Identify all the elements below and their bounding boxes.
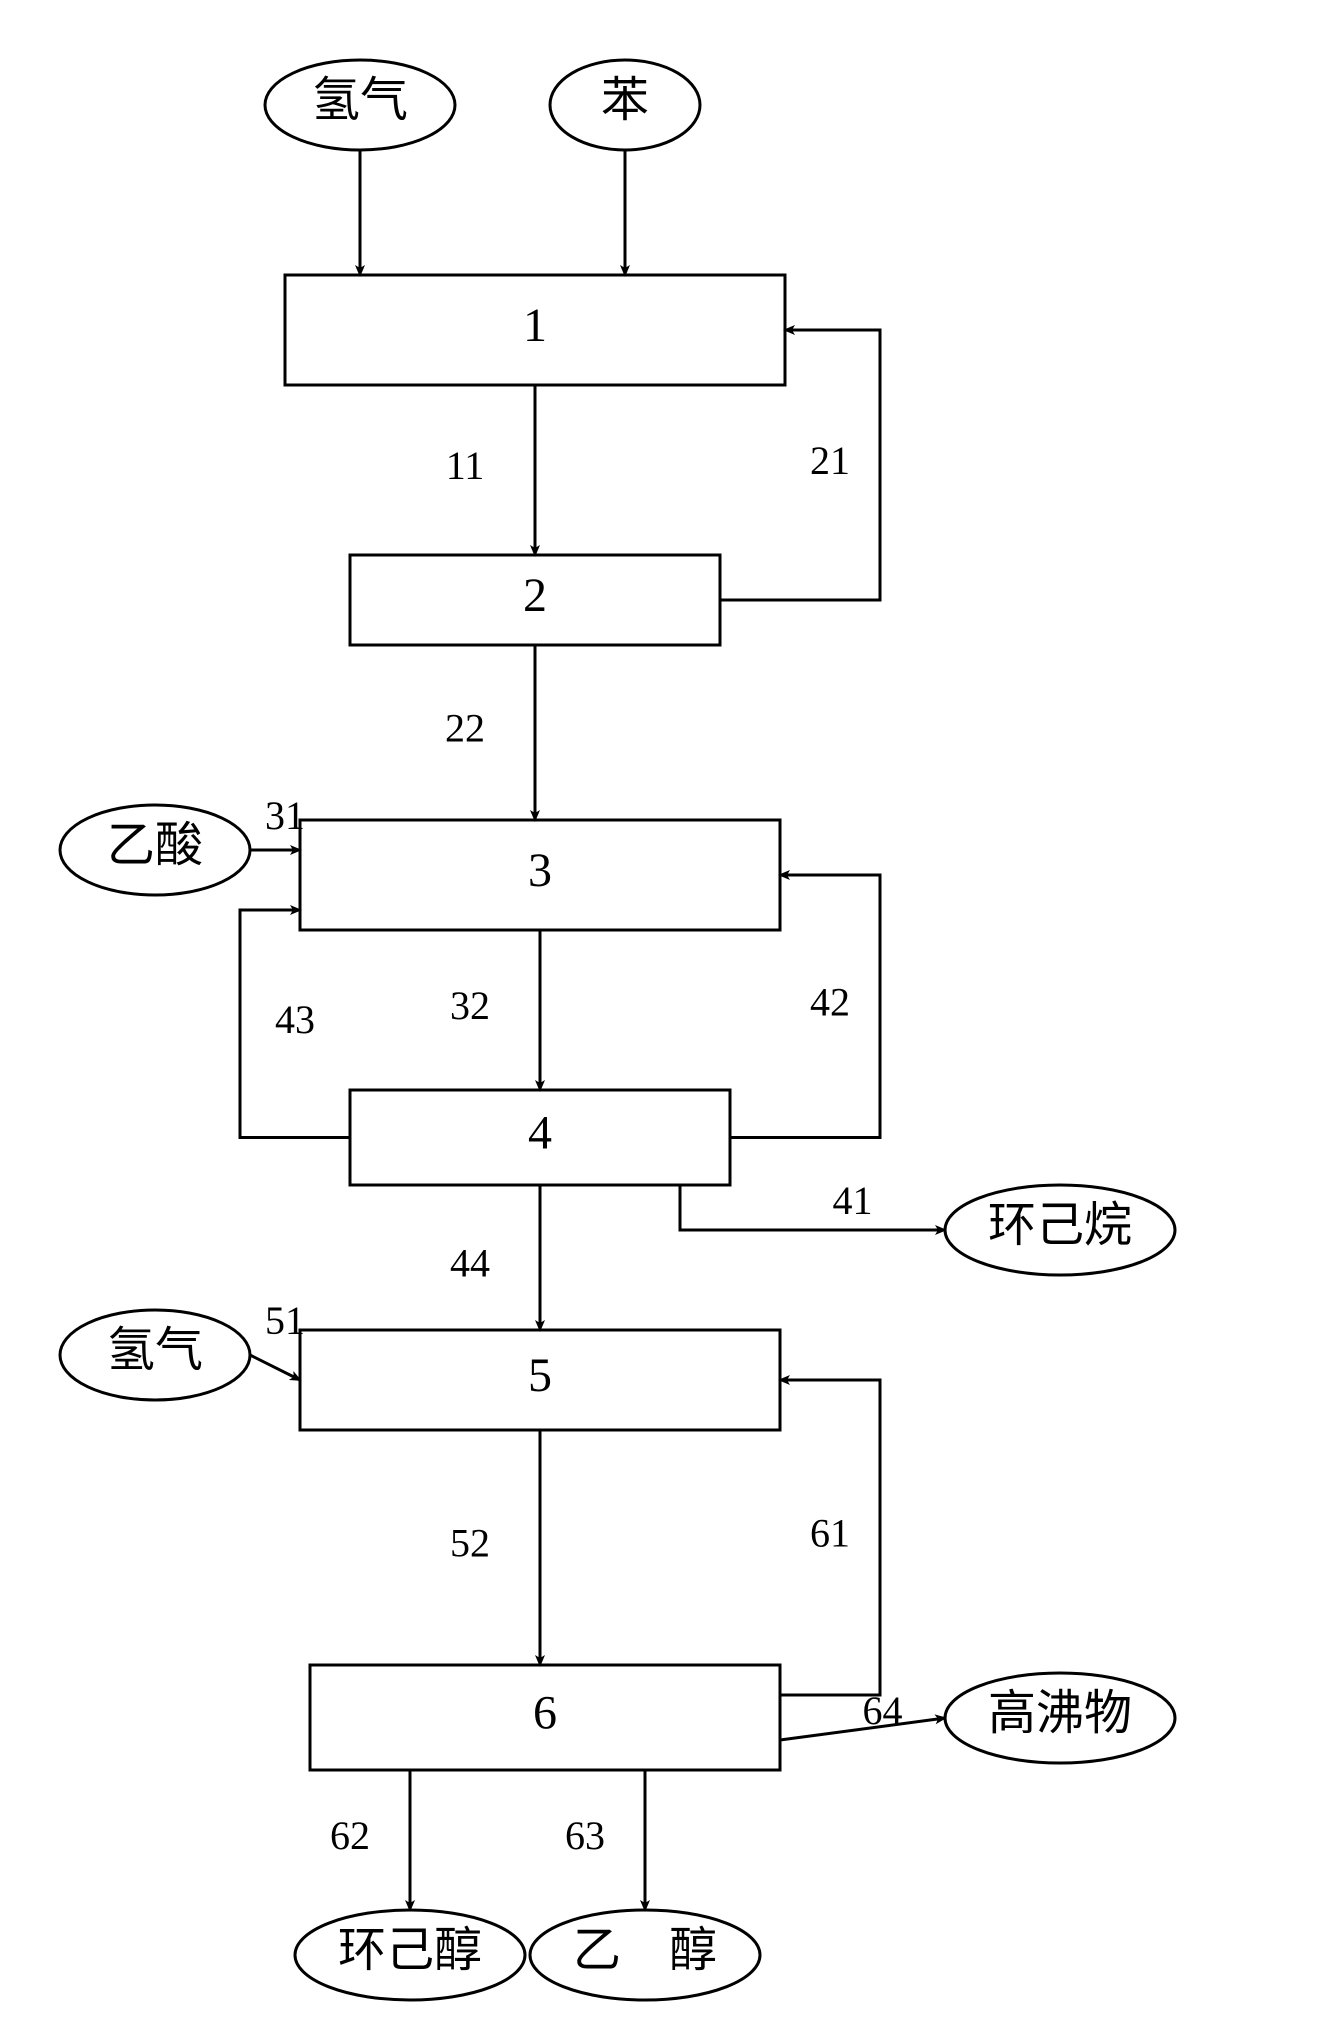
edge-52-label: 52 (450, 1521, 490, 1566)
edge-42-label: 42 (810, 979, 850, 1024)
edge-21 (720, 330, 880, 600)
ellipse-acetic_acid-label: 乙酸 (107, 819, 203, 872)
ellipse-high_boiler-label: 高沸物 (988, 1687, 1132, 1740)
box-b5-label: 5 (528, 1349, 552, 1402)
edge-63-label: 63 (565, 1813, 605, 1858)
ellipse-cyclohexane-label: 环己烷 (988, 1199, 1132, 1252)
box-b6-label: 6 (533, 1687, 557, 1740)
edge-61-label: 61 (810, 1511, 850, 1556)
edge-43-label: 43 (275, 997, 315, 1042)
edge-62-label: 62 (330, 1813, 370, 1858)
edge-42 (730, 875, 880, 1138)
box-b1-label: 1 (523, 299, 547, 352)
edge-51 (250, 1355, 300, 1380)
edge-41-label: 41 (833, 1178, 873, 1223)
ellipse-cyclohexanol-label: 环己醇 (338, 1924, 482, 1977)
ellipse-hydrogen_mid-label: 氢气 (107, 1324, 203, 1377)
box-b2-label: 2 (523, 569, 547, 622)
edge-31-label: 31 (265, 793, 305, 838)
ellipse-benzene-label: 苯 (601, 74, 649, 127)
edge-41 (680, 1185, 945, 1230)
edge-21-label: 21 (810, 438, 850, 483)
ellipse-hydrogen_top-label: 氢气 (312, 74, 408, 127)
edge-64-label: 64 (863, 1688, 903, 1733)
ellipse-ethanol-label: 乙 醇 (573, 1924, 717, 1977)
edge-51-label: 51 (265, 1298, 305, 1343)
box-b4-label: 4 (528, 1107, 552, 1160)
box-b3-label: 3 (528, 844, 552, 897)
edge-22-label: 22 (445, 706, 485, 751)
edge-44-label: 44 (450, 1241, 490, 1286)
edge-11-label: 11 (446, 443, 485, 488)
edge-32-label: 32 (450, 983, 490, 1028)
